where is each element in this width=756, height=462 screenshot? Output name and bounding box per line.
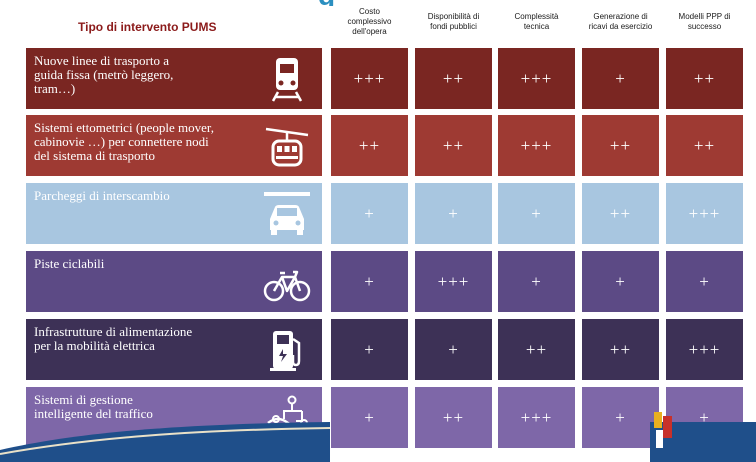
rating-cell: + [582, 387, 659, 448]
traffic-management-icon [262, 393, 312, 443]
rating-cell: ++ [415, 48, 492, 109]
slide-title-fragment: g [318, 0, 388, 6]
rating-cell: ++ [331, 115, 408, 176]
column-header: Costo complessivo dell'opera [347, 7, 392, 36]
rating-cell: ++ [415, 387, 492, 448]
rating-cell: + [331, 183, 408, 244]
row-label-text: Nuove linee di trasporto a guida fissa (… [34, 53, 174, 96]
rating-cell: + [331, 251, 408, 312]
row-label-cell: Piste ciclabili [26, 251, 322, 312]
corner-logo-icon [654, 412, 672, 448]
rating-cell: ++ [498, 319, 575, 380]
row-label-cell: Sistemi di gestione intelligente del tra… [26, 387, 322, 448]
rating-cell: +++ [415, 251, 492, 312]
row-label-text: Infrastrutture di alimentazione per la m… [34, 324, 193, 353]
parking-car-icon [262, 189, 312, 239]
rating-cell: + [331, 387, 408, 448]
rating-cell: + [666, 251, 743, 312]
table-header-title: Tipo di intervento PUMS [78, 20, 217, 34]
rating-cell: +++ [498, 115, 575, 176]
row-label-text: Sistemi ettometrici (people mover, cabin… [34, 120, 214, 163]
column-header: Generazione di ricavi da esercizio [588, 12, 653, 31]
rating-cell: +++ [331, 48, 408, 109]
bicycle-icon [262, 257, 312, 307]
rating-cell: + [498, 251, 575, 312]
column-header: Modelli PPP di successo [678, 12, 731, 31]
rating-cell: + [415, 183, 492, 244]
rating-cell: +++ [666, 319, 743, 380]
rating-cell: +++ [498, 48, 575, 109]
column-header: Complessità tecnica [514, 12, 559, 31]
rating-cell: + [415, 319, 492, 380]
rating-cell: + [498, 183, 575, 244]
row-label-cell: Sistemi ettometrici (people mover, cabin… [26, 115, 322, 176]
ev-charger-icon [262, 325, 312, 375]
rating-cell: ++ [666, 48, 743, 109]
rating-cell: ++ [415, 115, 492, 176]
rating-cell: ++ [582, 115, 659, 176]
rating-cell: + [331, 319, 408, 380]
rating-cell: + [582, 251, 659, 312]
row-label-text: Parcheggi di interscambio [34, 188, 170, 203]
row-label-cell: Infrastrutture di alimentazione per la m… [26, 319, 322, 380]
rating-cell: +++ [498, 387, 575, 448]
cable-car-icon [262, 121, 312, 171]
rating-cell: ++ [666, 115, 743, 176]
rating-cell: ++ [582, 183, 659, 244]
row-label-cell: Nuove linee di trasporto a guida fissa (… [26, 48, 322, 109]
rating-cell: + [582, 48, 659, 109]
rating-cell: +++ [666, 183, 743, 244]
rating-cell: ++ [582, 319, 659, 380]
row-label-cell: Parcheggi di interscambio [26, 183, 322, 244]
row-label-text: Sistemi di gestione intelligente del tra… [34, 392, 153, 421]
row-label-text: Piste ciclabili [34, 256, 105, 271]
column-header: Disponibilità di fondi pubblici [427, 12, 480, 31]
rating-cell: + [666, 387, 743, 448]
tram-icon [262, 54, 312, 104]
